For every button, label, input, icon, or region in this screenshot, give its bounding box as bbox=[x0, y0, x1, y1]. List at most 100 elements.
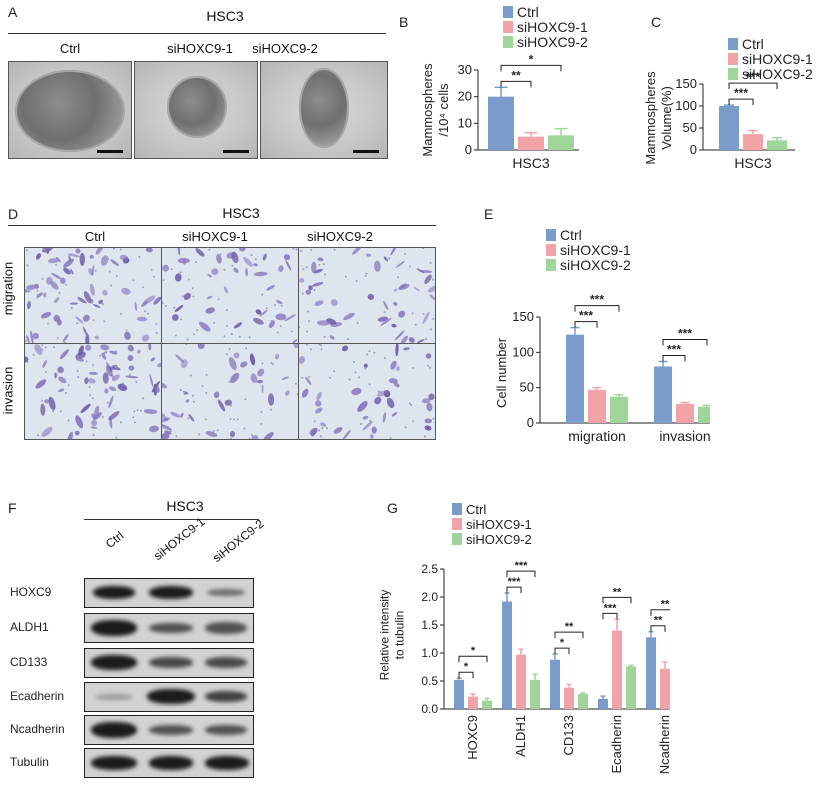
significance-bracket bbox=[554, 631, 584, 639]
panel-f-header: HSC3 bbox=[166, 498, 204, 514]
panel-a-col-ctrl: Ctrl bbox=[59, 41, 81, 56]
legend-label: siHOXC9-2 bbox=[517, 34, 588, 50]
significance-bracket bbox=[650, 625, 666, 632]
bar-G-1-1 bbox=[516, 654, 526, 709]
transwell-image-invasion-ctrl bbox=[24, 343, 162, 440]
y-tick-label: 50 bbox=[683, 120, 697, 135]
blot-label-ncadherin: Ncadherin bbox=[10, 722, 65, 736]
significance-bracket bbox=[574, 321, 598, 328]
legend-swatch bbox=[728, 53, 738, 65]
bar-G-0-0 bbox=[454, 679, 464, 709]
legend-label: siHOXC9-2 bbox=[466, 532, 532, 547]
row-label-invasion: invasion bbox=[0, 366, 16, 415]
blot-label-hoxc9: HOXC9 bbox=[10, 585, 52, 599]
significance-label: *** bbox=[678, 327, 692, 341]
y-axis-label: Mammospheres bbox=[420, 63, 435, 157]
legend-swatch bbox=[452, 518, 462, 530]
bar-B-1-0 bbox=[518, 136, 544, 150]
bar-B-0-0 bbox=[488, 96, 514, 150]
y-tick-label: 1.0 bbox=[421, 646, 438, 660]
bar-G-1-3 bbox=[612, 630, 622, 709]
bar-G-0-2 bbox=[550, 659, 560, 709]
panel-letter-b: B bbox=[399, 14, 409, 30]
significance-bracket bbox=[506, 570, 536, 578]
legend-label: Ctrl bbox=[742, 36, 764, 52]
bar-E-2-0 bbox=[610, 396, 628, 423]
bar-G-2-3 bbox=[626, 666, 636, 709]
bar-E-1-0 bbox=[588, 389, 606, 423]
bar-C-0-0 bbox=[719, 106, 739, 150]
significance-label: ** bbox=[511, 68, 521, 82]
blot-ecadherin bbox=[84, 682, 254, 712]
y-tick-label: 0 bbox=[527, 415, 534, 430]
panel-f-header-line bbox=[84, 519, 259, 520]
legend-label: siHOXC9-1 bbox=[517, 19, 588, 35]
category-label: HOXC9 bbox=[465, 715, 480, 760]
significance-bracket bbox=[650, 609, 670, 616]
panel-a-col-si1: siHOXC9-1 bbox=[167, 41, 233, 56]
panel-d-header-line bbox=[8, 225, 436, 226]
panel-letter-e: E bbox=[484, 206, 494, 222]
category-label: ALDH1 bbox=[513, 715, 528, 757]
panel-d-col-ctrl: Ctrl bbox=[84, 229, 106, 244]
chart-c: 0 50 100 150 Mammospheres Volume(%) HSC3 *** ***… bbox=[643, 36, 813, 171]
blot-cd133 bbox=[84, 648, 254, 678]
y-tick-label: 150 bbox=[675, 76, 697, 91]
bar-G-1-4 bbox=[660, 668, 670, 709]
legend-label: siHOXC9-2 bbox=[742, 66, 813, 82]
legend-swatch bbox=[452, 503, 462, 515]
y-tick-label: 2.0 bbox=[421, 590, 438, 604]
significance-label: * bbox=[529, 52, 534, 66]
significance-bracket bbox=[574, 305, 620, 312]
bar-G-0-4 bbox=[646, 637, 656, 709]
blot-label-ecadherin: Ecadherin bbox=[10, 689, 65, 703]
legend-label: Ctrl bbox=[560, 227, 582, 243]
significance-bracket bbox=[500, 64, 562, 72]
transwell-image-migration-si1 bbox=[161, 247, 299, 344]
y-axis-label: Relative intensity bbox=[380, 590, 392, 681]
bar-E-0-1 bbox=[654, 366, 672, 423]
panel-d-header: HSC3 bbox=[222, 205, 260, 221]
panel-a-col-si2: siHOXC9-2 bbox=[252, 41, 318, 56]
y-tick-label: 50 bbox=[520, 380, 534, 395]
y-axis-label: Volume(%) bbox=[659, 86, 674, 150]
blot-label-aldh1: ALDH1 bbox=[10, 620, 49, 634]
significance-bracket bbox=[458, 655, 488, 663]
legend-swatch bbox=[728, 68, 738, 80]
y-tick-label: 100 bbox=[512, 344, 534, 359]
bar-G-0-3 bbox=[598, 698, 608, 709]
significance-label: *** bbox=[579, 309, 593, 323]
mammosphere-image-si2 bbox=[260, 61, 388, 159]
panel-letter-d: D bbox=[8, 206, 19, 222]
panel-d-col-si2: siHOXC9-2 bbox=[307, 229, 373, 244]
significance-bracket bbox=[506, 586, 522, 594]
transwell-image-migration-ctrl bbox=[24, 247, 162, 344]
significance-bracket bbox=[500, 80, 532, 88]
blot-tubulin bbox=[84, 748, 254, 778]
legend-label: Ctrl bbox=[517, 4, 539, 20]
bar-G-2-1 bbox=[530, 679, 540, 709]
blot-label-cd133: CD133 bbox=[10, 655, 48, 669]
legend-label: Ctrl bbox=[466, 502, 486, 517]
row-label-migration: migration bbox=[0, 261, 16, 316]
significance-bracket bbox=[602, 596, 632, 604]
y-tick-label: 0.5 bbox=[421, 674, 438, 688]
blot-hoxc9 bbox=[84, 578, 254, 608]
significance-label: * bbox=[471, 645, 476, 657]
panel-letter-c: C bbox=[651, 14, 662, 30]
y-axis-label: Mammospheres bbox=[643, 71, 658, 165]
y-tick-label: 0 bbox=[465, 142, 472, 157]
legend-swatch bbox=[503, 36, 513, 48]
significance-label: ** bbox=[565, 621, 574, 633]
panel-letter-a: A bbox=[8, 4, 18, 20]
bar-E-2-1 bbox=[698, 406, 710, 423]
mammosphere-image-ctrl bbox=[8, 61, 132, 159]
y-tick-label: 10 bbox=[458, 115, 472, 130]
legend-swatch bbox=[452, 533, 462, 545]
chart-g: 0.0 0.5 1.0 1.5 2.0 2.5 Relative intensity to t… bbox=[380, 502, 670, 774]
lane-label-si1: siHOXC9-1 bbox=[151, 514, 208, 564]
significance-bracket bbox=[662, 339, 708, 346]
significance-label: *** bbox=[508, 576, 522, 588]
transwell-image-migration-si2 bbox=[298, 247, 436, 344]
